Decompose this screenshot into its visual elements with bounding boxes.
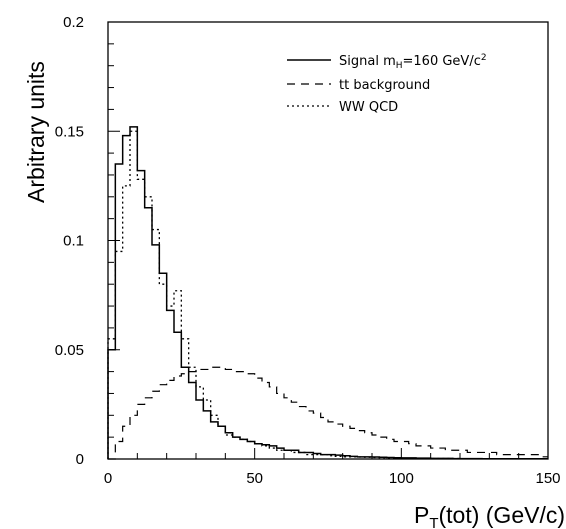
tick-labels: 0 50 100 150 0 0.05 0.1 0.15 0.2 bbox=[55, 14, 561, 487]
axes bbox=[107, 21, 549, 460]
legend: Signal mH=160 GeV/c2 tt background WW QC… bbox=[287, 53, 487, 115]
series-group bbox=[107, 126, 548, 460]
x-tick-label: 100 bbox=[389, 470, 414, 487]
plot-frame bbox=[107, 21, 549, 460]
x-tick-label: 0 bbox=[104, 470, 112, 487]
legend-label-ww: WW QCD bbox=[339, 100, 398, 115]
y-tick-label: 0 bbox=[76, 451, 84, 468]
y-tick-label: 0.15 bbox=[55, 123, 84, 140]
x-axis-title-rest: (tot) (GeV/c) bbox=[438, 502, 565, 528]
y-tick-label: 0.2 bbox=[63, 14, 84, 31]
legend-label-signal: Signal mH=160 GeV/c2 bbox=[339, 53, 487, 71]
x-tick-label: 50 bbox=[246, 470, 263, 487]
y-tick-label: 0.05 bbox=[55, 342, 84, 359]
y-axis-title: Arbitrary units bbox=[23, 61, 49, 203]
legend-signal-sub: H bbox=[396, 61, 403, 71]
y-tick-label: 0.1 bbox=[63, 233, 84, 250]
tt-background-histogram-line bbox=[108, 366, 548, 460]
legend-signal-mid: =160 GeV/c bbox=[403, 54, 481, 69]
legend-label-tt: tt background bbox=[339, 78, 430, 93]
x-axis-title-subscript: T bbox=[429, 515, 438, 529]
ww-qcd-histogram-line bbox=[107, 130, 548, 460]
x-axis-title-main: P bbox=[414, 502, 429, 528]
legend-signal-main: Signal m bbox=[339, 54, 396, 69]
x-axis-title: PT(tot) (GeV/c) bbox=[414, 502, 565, 529]
legend-signal-sup: 2 bbox=[481, 53, 487, 63]
x-tick-label: 150 bbox=[535, 470, 560, 487]
